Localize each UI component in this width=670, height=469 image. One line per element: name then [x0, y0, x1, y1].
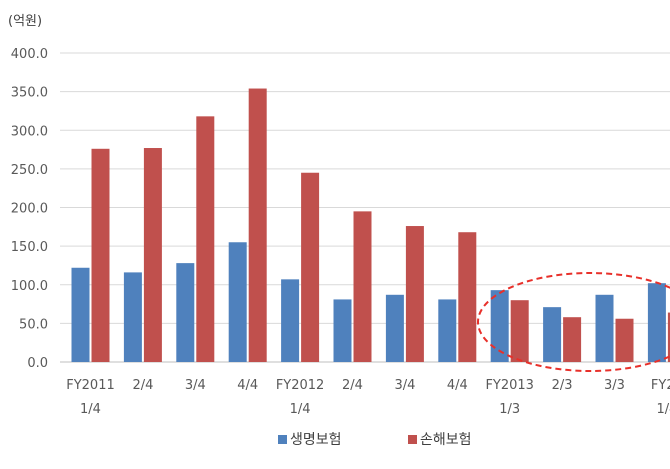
- legend: 생명보험 손해보험: [278, 432, 472, 448]
- y-tick-label: 400.0: [11, 47, 48, 62]
- bar-life: [333, 299, 352, 362]
- bar-nonlife: [301, 172, 320, 362]
- y-tick-label: 300.0: [11, 124, 48, 139]
- legend-swatch: [278, 435, 287, 444]
- x-category-label: 2/4: [132, 378, 153, 393]
- y-tick-label: 50.0: [19, 317, 48, 332]
- y-axis-ticks: 0.0 50.0 100.0 150.0 200.0 250.0 300.0 350.0 400…: [11, 47, 48, 371]
- bar-nonlife: [458, 232, 477, 362]
- x-category-label: 3/4: [394, 378, 415, 393]
- x-category-label: FY2013: [485, 378, 534, 393]
- legend-label: 손해보험: [420, 432, 472, 448]
- bars: [71, 88, 670, 362]
- x-category-label: FY2011: [66, 378, 115, 393]
- bar-life: [543, 307, 562, 362]
- bar-nonlife: [248, 88, 267, 362]
- bar-nonlife: [143, 148, 162, 362]
- bar-life: [647, 283, 666, 362]
- x-category-label: 4/4: [447, 378, 468, 393]
- y-tick-label: 350.0: [11, 86, 48, 101]
- bar-life: [176, 263, 195, 362]
- bar-nonlife: [563, 317, 582, 362]
- bar-life: [228, 242, 247, 362]
- bar-nonlife: [615, 318, 634, 362]
- bar-nonlife: [353, 211, 372, 362]
- x-category-label: 2/3: [552, 378, 573, 393]
- bar-life: [438, 299, 457, 362]
- x-category-label: 2/4: [342, 378, 363, 393]
- unit-label: (억원): [8, 14, 42, 29]
- y-tick-label: 250.0: [11, 163, 48, 178]
- bar-life: [385, 294, 404, 362]
- x-category-sublabel: 1/4: [290, 402, 311, 417]
- bar-life: [490, 290, 509, 362]
- x-category-sublabel: 1/3: [499, 402, 520, 417]
- bar-life: [123, 272, 142, 362]
- legend-swatch: [408, 435, 417, 444]
- x-category-label: FY2012: [276, 378, 325, 393]
- x-category-label: 4/4: [237, 378, 258, 393]
- highlight-ellipse: [477, 272, 670, 372]
- legend-label: 생명보험: [290, 432, 342, 448]
- x-category-label: 3/4: [185, 378, 206, 393]
- bar-nonlife: [667, 312, 670, 362]
- bar-life: [71, 267, 90, 362]
- y-tick-label: 0.0: [27, 356, 48, 371]
- bar-life: [595, 294, 614, 362]
- y-tick-label: 100.0: [11, 279, 48, 294]
- bar-nonlife: [91, 148, 110, 362]
- x-axis-categories: FY2011 1/4 2/4 3/4 4/4 FY2012 1/4 2/4 3/4 4/4 FY20…: [66, 378, 670, 417]
- y-tick-label: 200.0: [11, 202, 48, 217]
- bar-life: [281, 279, 300, 362]
- x-category-label: 3/3: [604, 378, 625, 393]
- bar-nonlife: [196, 116, 215, 362]
- bar-nonlife: [510, 300, 529, 362]
- bar-nonlife: [405, 226, 424, 362]
- y-tick-label: 150.0: [11, 240, 48, 255]
- x-category-label: FY20: [651, 378, 670, 393]
- x-category-sublabel: 1/4: [80, 402, 101, 417]
- x-category-sublabel: 1/4: [656, 402, 670, 417]
